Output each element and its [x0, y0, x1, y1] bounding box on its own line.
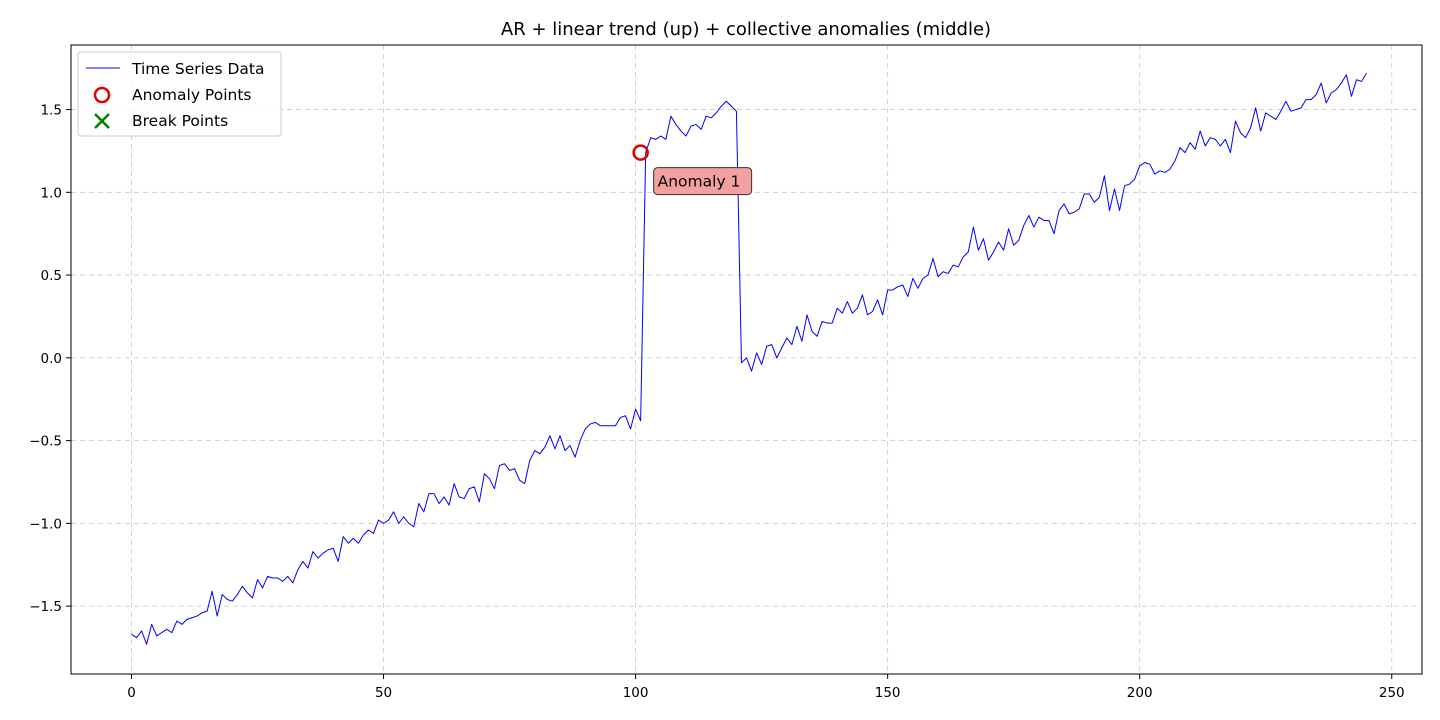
plot-area: Anomaly 1 [131, 72, 1367, 645]
y-tick-label: −0.5 [29, 434, 62, 450]
anomaly-point-marker [632, 144, 649, 161]
series-line-time-series [131, 72, 1367, 645]
legend: Time Series Data Anomaly Points Break Po… [77, 51, 282, 137]
legend-x-marker [94, 113, 110, 129]
axes: 0 50 100 150 200 250 −1.5 −1.0 −0.5 0.0 0.5 1.0 1.5 [29, 103, 1404, 701]
x-tick-label: 250 [1379, 685, 1405, 701]
y-tick-label: −1.0 [29, 516, 62, 532]
x-tick-label: 100 [623, 685, 649, 701]
anomaly-label-box [653, 167, 753, 196]
y-tick-label: 1.5 [41, 103, 62, 119]
legend-label-anomaly-points: Anomaly Points [132, 86, 251, 104]
y-tick-label: 0.0 [41, 351, 62, 367]
plot-frame [70, 44, 1423, 675]
y-tick-label: 1.0 [41, 185, 62, 201]
x-tick-label: 50 [375, 685, 392, 701]
legend-box [77, 51, 282, 137]
legend-label-break-points: Break Points [132, 112, 228, 130]
x-tick-label: 0 [127, 685, 136, 701]
chart-title: AR + linear trend (up) + collective anom… [501, 19, 991, 40]
anomaly-label: Anomaly 1 [658, 173, 741, 191]
y-tick-label: −1.5 [29, 599, 62, 615]
legend-label-time-series: Time Series Data [131, 60, 264, 78]
legend-circle-marker [93, 86, 111, 104]
y-tick-label: 0.5 [41, 268, 62, 284]
x-tick-label: 200 [1127, 685, 1153, 701]
x-tick-label: 150 [875, 685, 901, 701]
